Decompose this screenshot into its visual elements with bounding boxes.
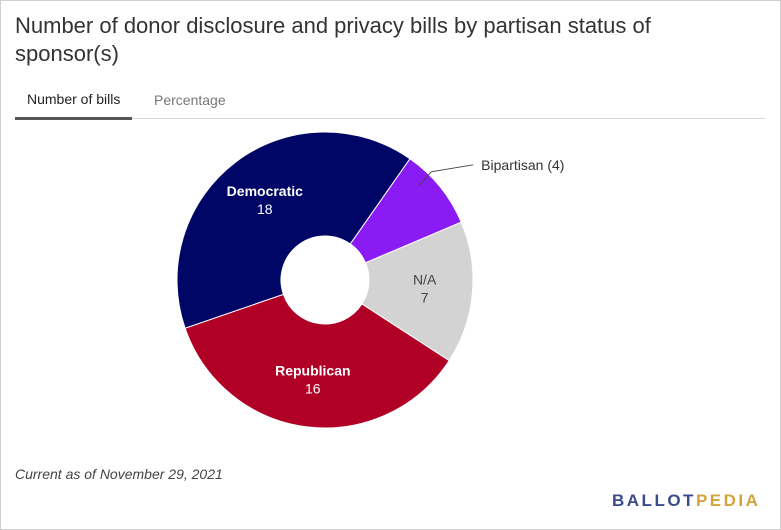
logo-part-ballot: BALLOT — [612, 491, 696, 510]
label-democratic: Democratic 18 — [227, 183, 303, 217]
label-name-democratic: Democratic — [227, 183, 303, 199]
callout-line-bipartisan — [418, 164, 474, 187]
footnote: Current as of November 29, 2021 — [15, 466, 223, 482]
ballotpedia-logo: BALLOTPEDIA — [612, 491, 760, 511]
donut-chart: Bipartisan (4) N/A 7 Republican 16 Democratic… — [176, 131, 564, 429]
label-name-n-a: N/A — [413, 272, 437, 288]
label-name-republican: Republican — [275, 362, 350, 378]
tabs-divider — [15, 118, 765, 119]
label-value-republican: 16 — [305, 380, 321, 396]
label-value-n-a: 7 — [421, 290, 429, 306]
slice-republican[interactable] — [184, 293, 450, 429]
label-n-a: N/A 7 — [413, 272, 437, 306]
label-value-democratic: 18 — [257, 201, 273, 217]
tab-percentage[interactable]: Percentage — [154, 92, 226, 108]
chart-title: Number of donor disclosure and privacy b… — [15, 13, 651, 66]
logo-part-pedia: PEDIA — [695, 491, 761, 510]
label-republican: Republican 16 — [275, 362, 350, 396]
slice-n-a[interactable] — [361, 221, 474, 362]
tab-number-of-bills[interactable]: Number of bills — [15, 89, 133, 120]
label-bipartisan: Bipartisan (4) — [481, 157, 564, 173]
view-tabs: Number of bills Percentage — [15, 86, 765, 120]
slice-democratic[interactable] — [176, 131, 411, 329]
